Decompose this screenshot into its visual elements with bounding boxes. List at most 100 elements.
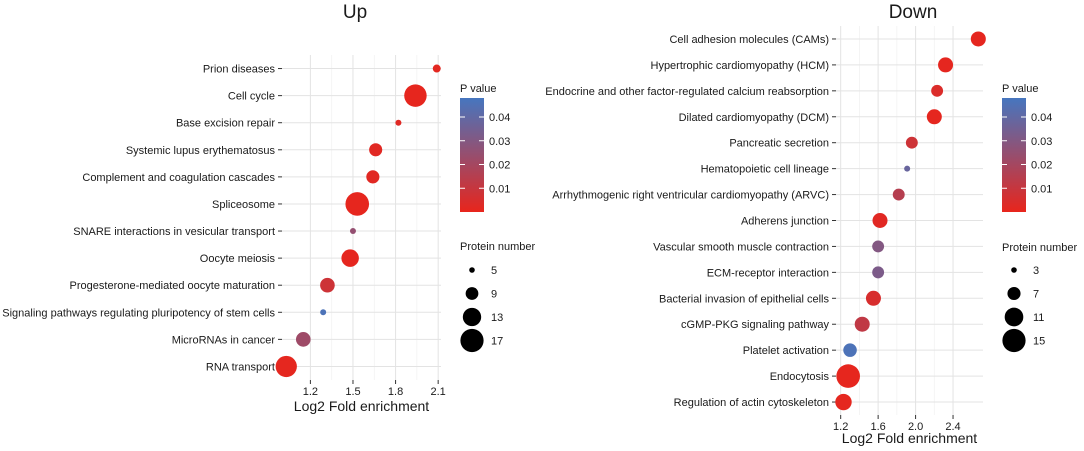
x-tick-label: 2.1 bbox=[431, 386, 446, 398]
category-label: Cell adhesion molecules (CAMs) bbox=[669, 34, 829, 46]
size-legend-dot bbox=[460, 328, 484, 353]
x-tick-label: 2.0 bbox=[908, 421, 923, 433]
x-axis-label: Log2 Fold enrichment bbox=[294, 398, 430, 414]
size-legend-label: 7 bbox=[1033, 289, 1039, 301]
x-tick-label: 1.2 bbox=[303, 386, 318, 398]
category-label: Complement and coagulation cascades bbox=[82, 172, 275, 184]
x-axis-label: Log2 Fold enrichment bbox=[842, 430, 978, 446]
category-label: Endocytosis bbox=[770, 371, 830, 383]
data-point bbox=[835, 393, 852, 411]
size-legend-dot bbox=[1007, 286, 1021, 301]
size-legend-label: 5 bbox=[491, 265, 497, 277]
chart-up: Up Prion diseases Cell cycle Base excision … bbox=[2, 2, 535, 414]
pvalue-colorbar bbox=[1002, 98, 1026, 212]
pvalue-legend-title: P value bbox=[1002, 83, 1039, 95]
data-point bbox=[369, 143, 383, 157]
data-point bbox=[931, 84, 944, 97]
category-label: Arrhythmogenic right ventricular cardiom… bbox=[552, 190, 829, 202]
data-point bbox=[349, 228, 356, 235]
category-label: SNARE interactions in vesicular transpor… bbox=[73, 226, 275, 238]
colorbar-tick-label: 0.03 bbox=[1031, 136, 1052, 148]
colorbar-tick-label: 0.01 bbox=[1031, 183, 1052, 195]
size-legend-label: 15 bbox=[1033, 336, 1045, 348]
category-label: Prion diseases bbox=[203, 64, 276, 76]
size-legend-dot bbox=[462, 307, 482, 327]
colorbar-tick-label: 0.02 bbox=[1031, 160, 1052, 172]
size-legend-label: 9 bbox=[491, 289, 497, 301]
data-point bbox=[366, 170, 380, 184]
data-point bbox=[843, 343, 857, 357]
x-tick-label: 1.6 bbox=[870, 421, 885, 433]
chart-down: Down Cell adhesion molecules (CAMs) Hypert… bbox=[545, 2, 1077, 446]
category-label: Regulation of actin cytoskeleton bbox=[674, 397, 829, 409]
data-point bbox=[926, 109, 942, 125]
chart-title: Up bbox=[343, 2, 367, 23]
category-label: MicroRNAs in cancer bbox=[172, 334, 276, 346]
data-point bbox=[836, 364, 860, 388]
colorbar-tick-label: 0.04 bbox=[1031, 112, 1052, 124]
category-label: Progesterone-mediated oocyte maturation bbox=[70, 280, 275, 292]
x-tick-label: 2.4 bbox=[945, 421, 960, 433]
size-legend-dot bbox=[1002, 328, 1026, 353]
data-point bbox=[872, 266, 885, 279]
data-point bbox=[320, 277, 335, 293]
category-label: Base excision repair bbox=[176, 118, 275, 130]
data-point bbox=[295, 332, 311, 347]
category-label: cGMP-PKG signaling pathway bbox=[681, 319, 829, 331]
category-label: Dilated cardiomyopathy (DCM) bbox=[679, 112, 829, 124]
size-legend-dot bbox=[1004, 307, 1024, 327]
colorbar-tick-label: 0.03 bbox=[489, 136, 510, 148]
size-legend-title: Protein number bbox=[1002, 242, 1078, 254]
colorbar-tick-label: 0.02 bbox=[489, 160, 510, 172]
category-label: ECM-receptor interaction bbox=[707, 267, 829, 279]
category-label: RNA transport bbox=[206, 361, 275, 373]
x-tick-label: 1.2 bbox=[833, 421, 848, 433]
colorbar-tick-label: 0.01 bbox=[489, 183, 510, 195]
x-tick-label: 1.8 bbox=[388, 386, 403, 398]
colorbar-tick-label: 0.04 bbox=[489, 112, 510, 124]
category-label: Hematopoietic cell lineage bbox=[701, 164, 829, 176]
data-point bbox=[432, 64, 441, 73]
data-point bbox=[904, 165, 911, 172]
category-label: Hypertrophic cardiomyopathy (HCM) bbox=[651, 60, 830, 72]
size-legend-dot bbox=[1011, 267, 1017, 273]
plot-panel bbox=[282, 55, 441, 380]
category-label: Signaling pathways regulating pluripoten… bbox=[2, 307, 275, 319]
data-point bbox=[905, 136, 918, 149]
data-point bbox=[341, 249, 359, 267]
data-point bbox=[970, 31, 986, 47]
category-label: Adherens junction bbox=[741, 216, 829, 228]
category-label: Endocrine and other factor-regulated cal… bbox=[545, 86, 829, 98]
size-legend-dot bbox=[465, 287, 479, 300]
data-point bbox=[275, 355, 297, 378]
data-point bbox=[320, 309, 327, 316]
category-label: Pancreatic secretion bbox=[729, 138, 829, 150]
size-legend-label: 11 bbox=[1033, 312, 1044, 324]
category-label: Oocyte meiosis bbox=[200, 253, 276, 265]
pvalue-legend-title: P value bbox=[460, 83, 497, 95]
data-point bbox=[872, 212, 888, 229]
size-legend-label: 3 bbox=[1033, 265, 1039, 277]
data-point bbox=[854, 316, 870, 332]
data-point bbox=[404, 84, 427, 107]
category-label: Platelet activation bbox=[743, 345, 829, 357]
pvalue-colorbar bbox=[460, 98, 484, 212]
data-point bbox=[938, 57, 954, 73]
category-label: Spliceosome bbox=[212, 199, 275, 211]
category-label: Vascular smooth muscle contraction bbox=[653, 241, 829, 253]
chart-title: Down bbox=[889, 2, 938, 23]
size-legend-label: 13 bbox=[491, 312, 503, 324]
data-point bbox=[892, 188, 905, 201]
category-label: Systemic lupus erythematosus bbox=[126, 145, 276, 157]
category-label: Bacterial invasion of epithelial cells bbox=[659, 293, 829, 305]
data-point bbox=[865, 290, 881, 306]
data-point bbox=[345, 192, 370, 216]
size-legend-title: Protein number bbox=[460, 241, 536, 253]
size-legend-label: 17 bbox=[491, 336, 503, 348]
data-point bbox=[872, 240, 885, 253]
size-legend-dot bbox=[469, 267, 475, 273]
category-label: Cell cycle bbox=[228, 91, 275, 103]
data-point bbox=[395, 119, 402, 126]
x-tick-label: 1.5 bbox=[345, 386, 360, 398]
